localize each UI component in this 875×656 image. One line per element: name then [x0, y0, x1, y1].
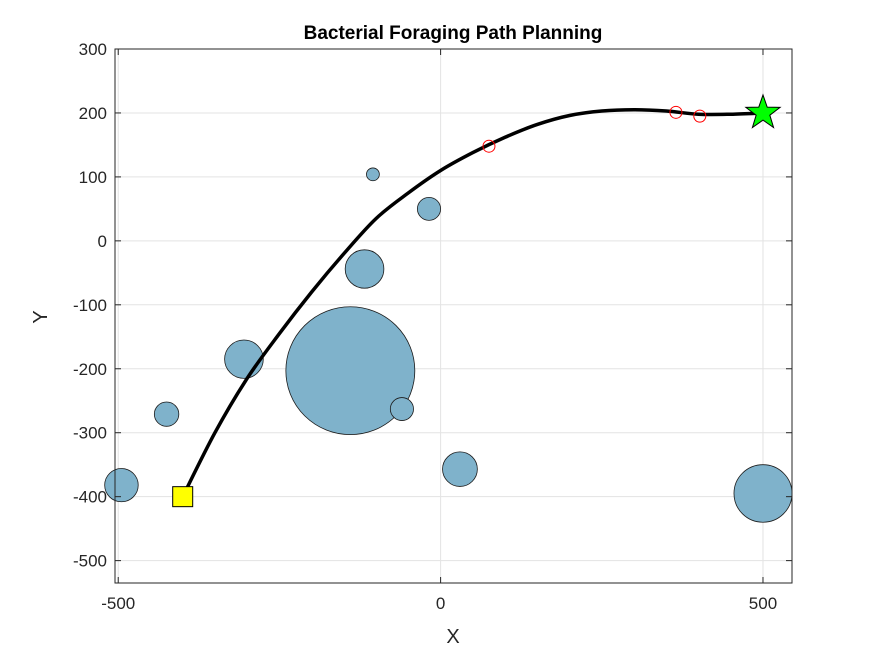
y-tick-label: 200	[79, 104, 107, 123]
y-tick-label: 300	[79, 40, 107, 59]
obstacles	[104, 167, 793, 523]
goal-marker-star	[744, 93, 782, 129]
x-axis-label: X	[446, 626, 459, 648]
chart-title: Bacterial Foraging Path Planning	[304, 23, 603, 44]
y-tick-label: 100	[79, 168, 107, 187]
y-tick-label: -500	[73, 552, 107, 571]
y-tick-label: -200	[73, 360, 107, 379]
y-tick-label: -400	[73, 488, 107, 507]
y-tick-label: -100	[73, 296, 107, 315]
obstacle-circle	[344, 249, 385, 289]
x-tick-label: 500	[749, 594, 777, 613]
obstacle-circle	[389, 397, 414, 421]
y-tick-label: -300	[73, 424, 107, 443]
waypoint-marker	[693, 109, 707, 123]
planned-path-line	[180, 108, 765, 499]
obstacle-circle	[104, 468, 139, 503]
y-axis-label: Y	[30, 310, 52, 323]
path-layer	[180, 108, 765, 499]
obstacle-circle	[153, 401, 180, 427]
obstacle-circle	[442, 451, 478, 487]
y-tick-label: 0	[98, 232, 107, 251]
markers	[172, 93, 782, 508]
obstacle-circle	[733, 464, 793, 523]
x-tick-label: -500	[101, 594, 135, 613]
axes-box	[114, 48, 793, 584]
obstacle-circle	[285, 306, 416, 436]
obstacle-circle	[224, 339, 264, 379]
waypoint-marker	[482, 139, 496, 153]
waypoint-marker	[669, 105, 683, 119]
obstacle-circle	[366, 167, 380, 182]
obstacle-circle	[416, 196, 442, 221]
x-tick-label: 0	[436, 594, 445, 613]
ticks: -500 0 500 -500 -400 -300 -200 -100 0 100 200 300	[73, 40, 792, 613]
start-marker-square	[172, 486, 194, 508]
